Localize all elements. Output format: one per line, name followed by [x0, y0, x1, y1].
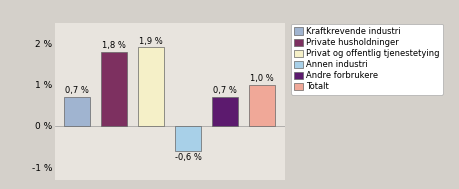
- Text: 0,7 %: 0,7 %: [213, 86, 237, 95]
- Text: 1,9 %: 1,9 %: [140, 37, 163, 46]
- Bar: [64, 97, 90, 126]
- Bar: [213, 97, 238, 126]
- Legend: Kraftkrevende industri, Private husholdninger, Privat og offentlig tjenestetying: Kraftkrevende industri, Private husholdn…: [291, 24, 443, 95]
- Text: -0,6 %: -0,6 %: [175, 153, 202, 162]
- Text: 0,7 %: 0,7 %: [65, 86, 89, 95]
- Bar: [138, 47, 164, 126]
- Bar: [101, 52, 127, 126]
- Bar: [175, 126, 202, 151]
- Text: 1,0 %: 1,0 %: [251, 74, 274, 83]
- Text: 1,8 %: 1,8 %: [102, 41, 126, 50]
- Bar: [249, 85, 275, 126]
